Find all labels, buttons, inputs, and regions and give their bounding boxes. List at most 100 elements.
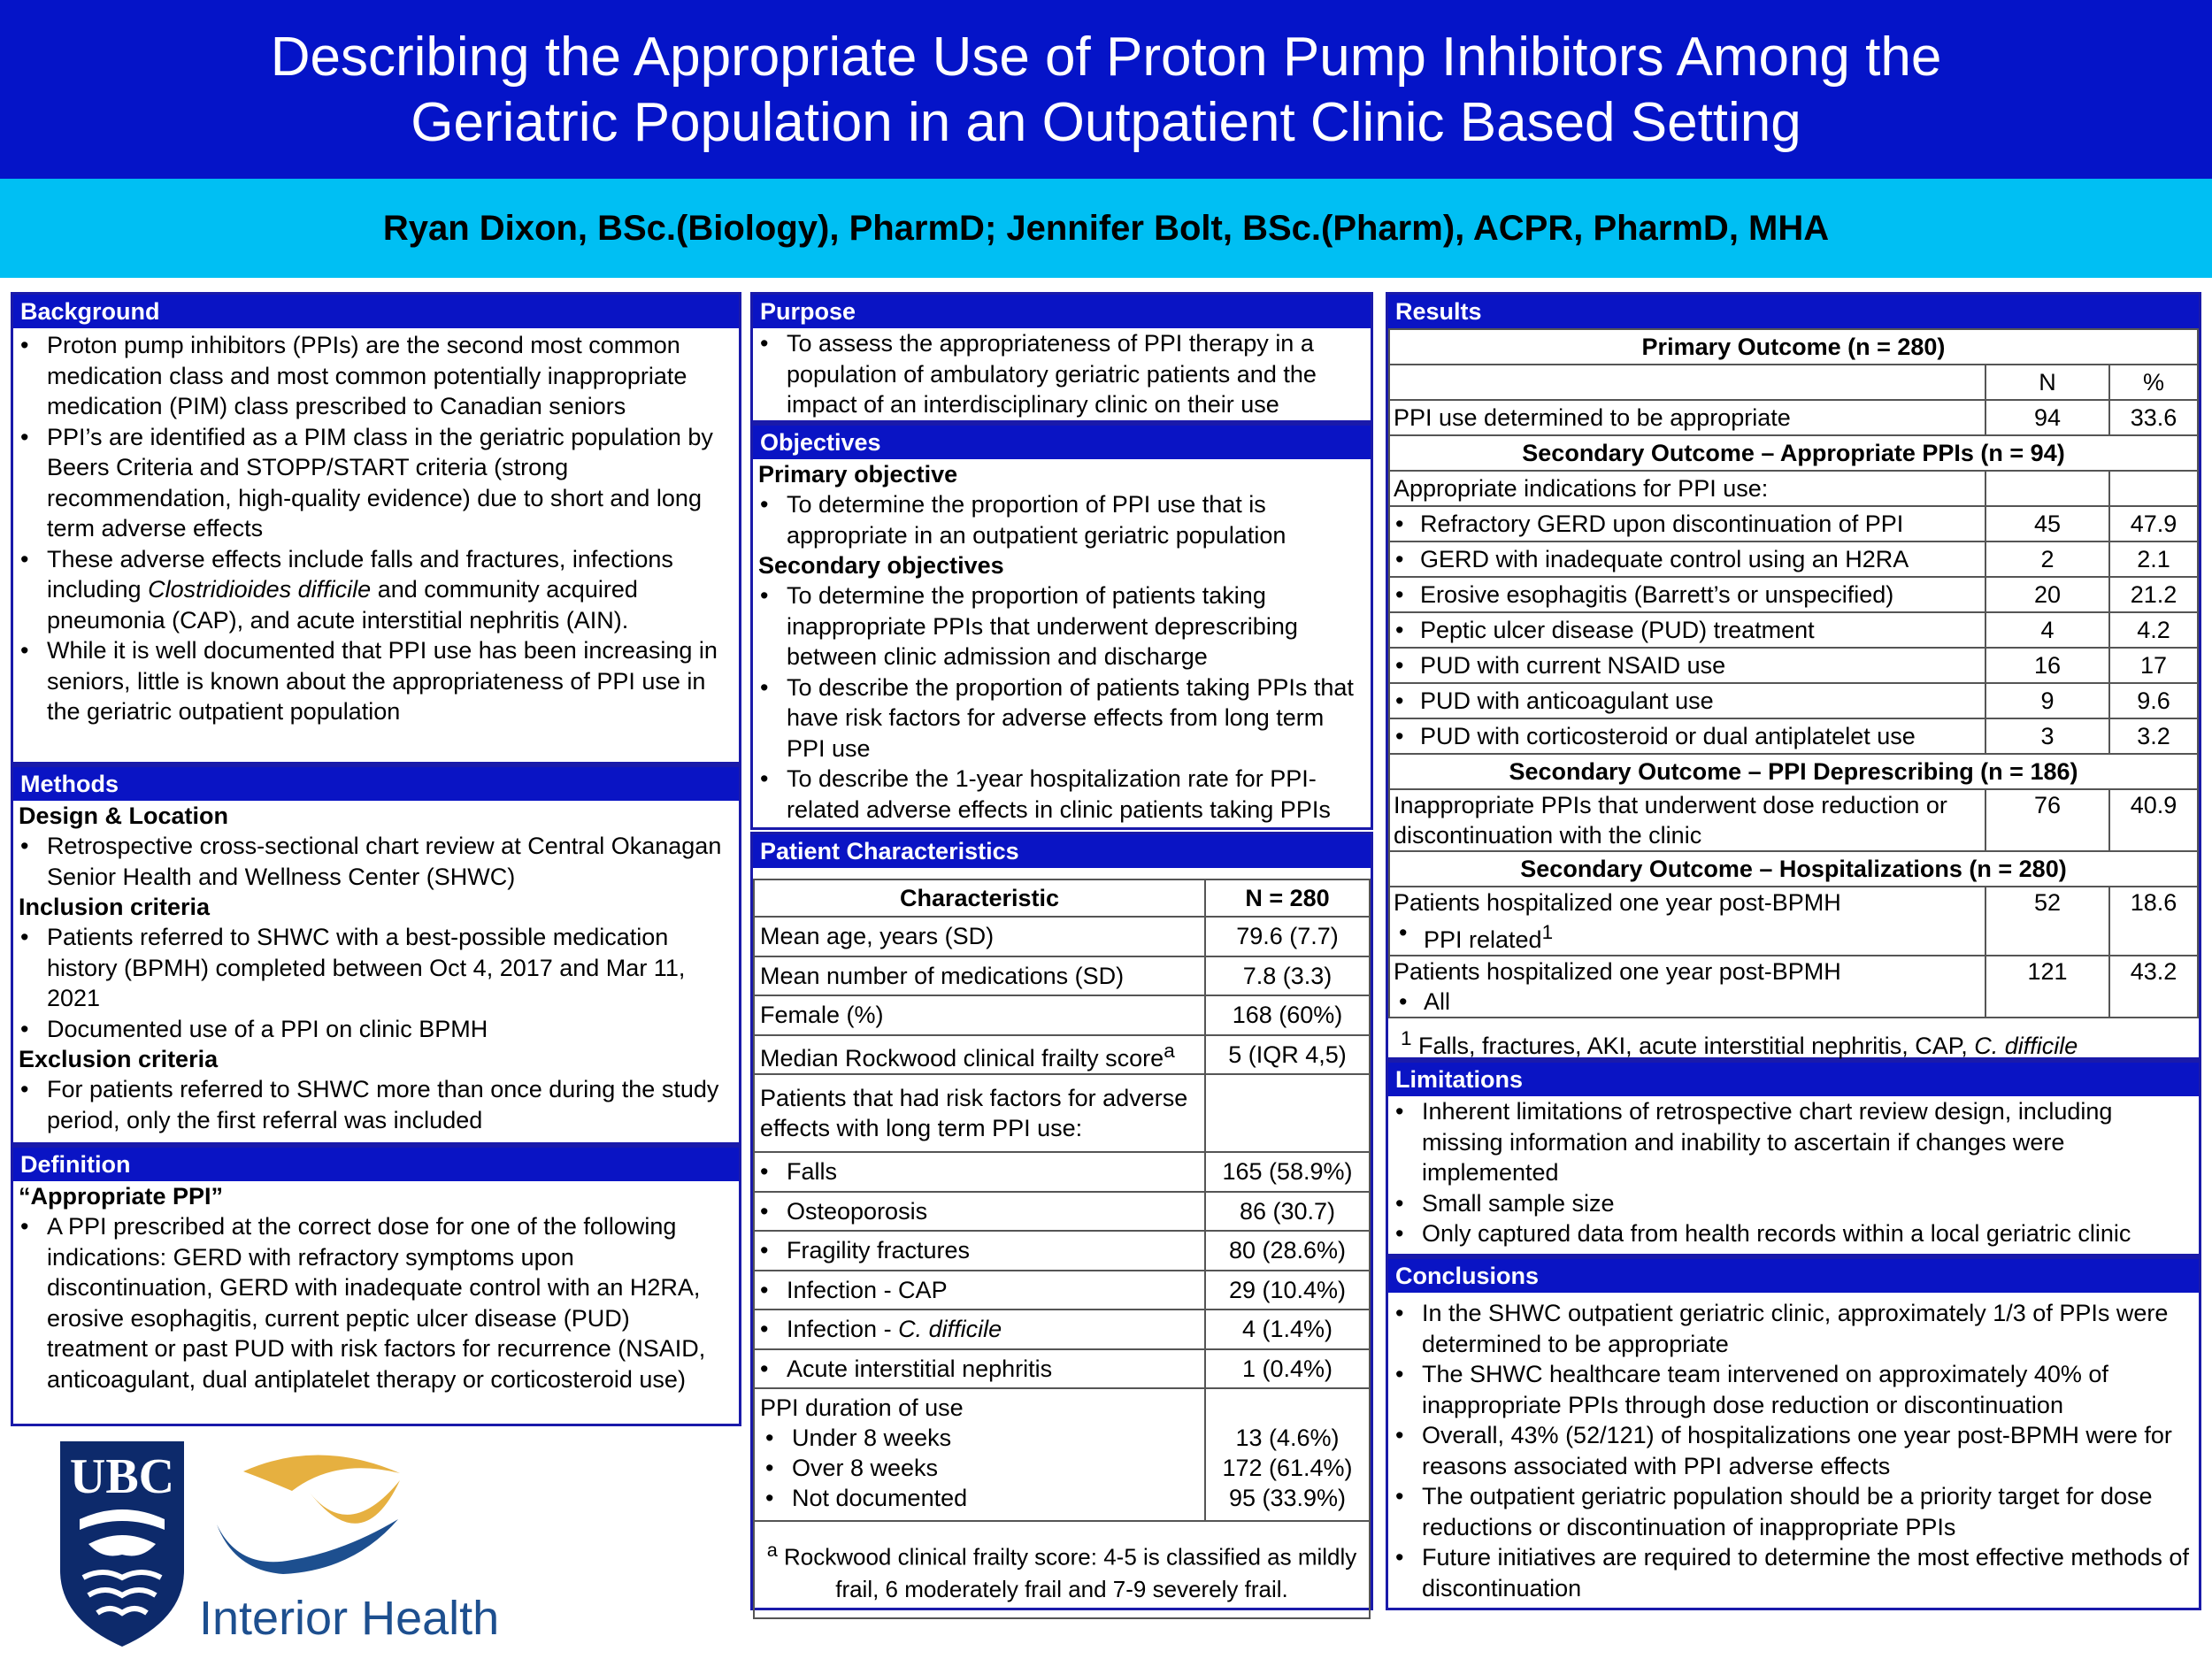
footnote-text: Falls, fractures, AKI, acute interstitia… [1411,1033,1975,1059]
species-name: Clostridioides difficile [148,576,372,603]
conclusion-item: The SHWC healthcare team intervened on a… [1394,1359,2192,1420]
table-row: Inappropriate PPIs that underwent dose r… [1388,788,2199,852]
table-cell [1204,1073,1371,1153]
column-header: Characteristic [753,879,1206,918]
table-cell: Appropriate indications for PPI use: [1388,470,1986,507]
limitation-item: Small sample size [1394,1188,2192,1219]
table-row: Median Rockwood clinical frailty scorea … [753,1033,1371,1075]
table-row: Secondary Outcome – Appropriate PPIs (n … [1388,434,2199,472]
inclusion-title: Inclusion criteria [19,894,211,920]
table-row: PPI duration of use Under 8 weeks Over 8… [753,1387,1371,1522]
cell-text: Patients hospitalized one year post-BPMH [1394,958,1841,985]
objectives-header: Objectives [753,426,1371,459]
species-name: C. difficile [898,1316,1002,1343]
table-cell: 40.9 [2108,788,2199,852]
table-cell: Peptic ulcer disease (PUD) treatment [1388,611,1986,649]
cell-text: Patients hospitalized one year post-BPMH [1394,889,1841,916]
patient-characteristics-table: Characteristic N = 280 Mean age, years (… [753,879,1371,1522]
poster-title-banner: Describing the Appropriate Use of Proton… [0,0,2212,179]
purpose-list: To assess the appropriateness of PPI the… [753,328,1371,420]
secondary-objective-item: To describe the proportion of patients t… [758,672,1363,764]
table-cell: 43.2 [2108,955,2199,1018]
table-cell: 94 [1985,399,2110,436]
table-cell: PPI use determined to be appropriate [1388,399,1986,436]
table-cell: 4.2 [2108,611,2199,649]
table-cell: 18.6 [2108,886,2199,956]
table-cell: Erosive esophagitis (Barrett’s or unspec… [1388,576,1986,613]
conclusion-item: Overall, 43% (52/121) of hospitalization… [1394,1420,2192,1481]
table-cell: 4 [1985,611,2110,649]
table-cell: 45 [1985,505,2110,542]
table-cell: 17 [2108,647,2199,684]
duration-value: 95 (33.9%) [1228,1485,1347,1511]
column-header: % [2108,364,2199,401]
ubc-logo-text: UBC [70,1449,174,1504]
conclusions-list: In the SHWC outpatient geriatric clinic,… [1388,1293,2199,1603]
table-cell: 79.6 (7.7) [1204,916,1371,957]
table-cell: 121 [1985,955,2110,1018]
inclusion-item: Patients referred to SHWC with a best-po… [19,922,732,1014]
poster-title-line-2: Geriatric Population in an Outpatient Cl… [411,92,1801,153]
table-row: Osteoporosis 86 (30.7) [753,1190,1371,1232]
background-item-text: These adverse effects include falls and … [47,545,673,603]
limitations-section: Limitations Inherent limitations of retr… [1386,1060,2201,1256]
limitations-header: Limitations [1388,1063,2199,1096]
table-row: Mean age, years (SD) 79.6 (7.7) [753,916,1371,957]
results-footnote: 1 Falls, fractures, AKI, acute interstit… [1388,1018,2199,1062]
footnote-marker: 1 [1401,1027,1412,1049]
exclusion-item: For patients referred to SHWC more than … [19,1074,732,1135]
secondary-objective-item: To determine the proportion of patients … [758,580,1363,672]
design-item: Retrospective cross-sectional chart revi… [19,831,732,892]
conclusion-item: Future initiatives are required to deter… [1394,1542,2192,1603]
table-cell: 4 (1.4%) [1204,1309,1371,1350]
table-cell: Inappropriate PPIs that underwent dose r… [1388,788,1986,852]
table-row: Acute interstitial nephritis 1 (0.4%) [753,1348,1371,1389]
table-row: Patients hospitalized one year post-BPMH… [1388,955,2199,1018]
table-cell: 9.6 [2108,682,2199,719]
table-cell: Fragility fractures [753,1230,1206,1271]
table-cell: Patients that had risk factors for adver… [753,1073,1206,1153]
table-cell: 3.2 [2108,718,2199,755]
table-row: PUD with anticoagulant use 9 9.6 [1388,682,2199,719]
secondary-objective-item: To describe the 1-year hospitalization r… [758,764,1363,825]
table-cell: 76 [1985,788,2110,852]
table-row: Secondary Outcome – PPI Deprescribing (n… [1388,753,2199,790]
table-cell: 33.6 [2108,399,2199,436]
table-cell: PUD with current NSAID use [1388,647,1986,684]
table-cell: 2 [1985,541,2110,578]
background-item: Proton pump inhibitors (PPIs) are the se… [19,330,732,422]
table-cell: Falls [753,1151,1206,1193]
patient-characteristics-header: Patient Characteristics [753,834,1371,868]
interior-health-logo: Interior Health [199,1455,499,1645]
table-cell: 165 (58.9%) [1204,1151,1371,1193]
table-cell: PPI duration of use Under 8 weeks Over 8… [753,1387,1206,1522]
limitation-item: Inherent limitations of retrospective ch… [1394,1096,2192,1188]
table-row: Infection - CAP 29 (10.4%) [753,1269,1371,1310]
results-table: Primary Outcome (n = 280) N % PPI use de… [1388,328,2199,1018]
purpose-header: Purpose [753,295,1371,328]
background-section: Background Proton pump inhibitors (PPIs)… [11,292,741,764]
inclusion-list: Patients referred to SHWC with a best-po… [13,922,739,1044]
definition-list: A PPI prescribed at the correct dose for… [13,1211,739,1394]
duration-item: Under 8 weeks [760,1423,1199,1453]
table-row: Erosive esophagitis (Barrett’s or unspec… [1388,576,2199,613]
definition-section: Definition “Appropriate PPI” A PPI presc… [11,1145,741,1426]
results-section: Results Primary Outcome (n = 280) N % PP… [1386,292,2201,1060]
patient-characteristics-section: Patient Characteristics Characteristic N… [750,832,1373,1619]
table-cell: 29 (10.4%) [1204,1269,1371,1310]
patient-table-wrap: Characteristic N = 280 Mean age, years (… [753,868,1371,1619]
table-cell [1388,364,1986,401]
definition-header: Definition [13,1148,739,1181]
primary-outcome-title: Primary Outcome (n = 280) [1388,328,2199,365]
conclusions-section: Conclusions In the SHWC outpatient geria… [1386,1256,2201,1610]
table-row: Appropriate indications for PPI use: [1388,470,2199,507]
cell-text: Median Rockwood clinical frailty score [760,1044,1164,1071]
authors: Ryan Dixon, BSc.(Biology), PharmD; Jenni… [382,208,1830,248]
inclusion-item: Documented use of a PPI on clinic BPMH [19,1014,732,1045]
background-item-text: and community acquired pneumonia (CAP), … [47,576,638,634]
table-cell: 80 (28.6%) [1204,1230,1371,1271]
secondary-outcome-title: Secondary Outcome – Appropriate PPIs (n … [1388,434,2199,472]
design-title: Design & Location [19,803,229,829]
table-cell [1985,470,2110,507]
conclusion-item: The outpatient geriatric population shou… [1394,1481,2192,1542]
